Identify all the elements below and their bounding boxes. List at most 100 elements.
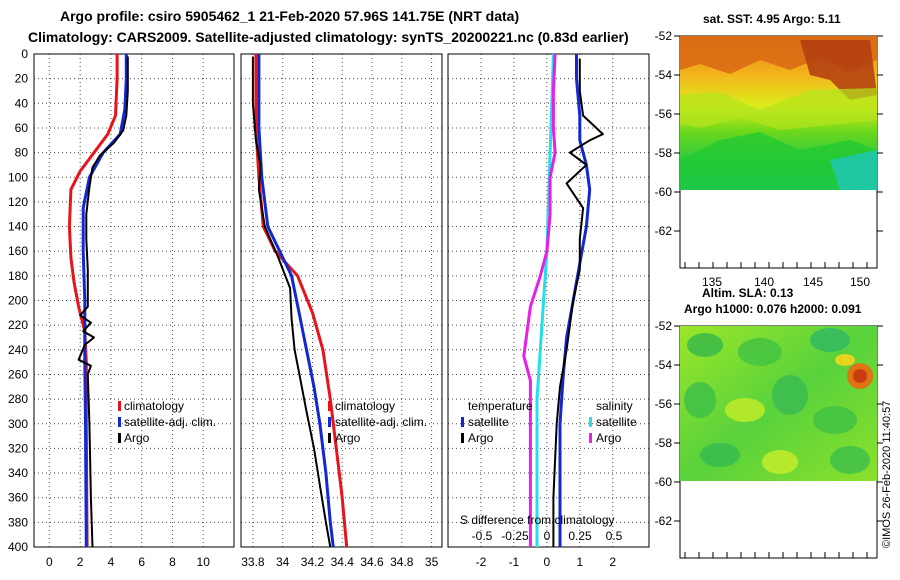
legend-title-salinity: salinity [596, 399, 633, 413]
map-y-tick-label: -62 [655, 224, 673, 238]
x2-tick-label: 0.5 [606, 529, 623, 543]
sla-map-title-2: Argo h1000: 0.076 h2000: 0.091 [684, 302, 862, 316]
x2-tick-label: -0.25 [501, 529, 529, 543]
map-y-tick-label: -60 [655, 475, 673, 489]
y-tick-label: 300 [8, 417, 28, 431]
series-line-salinity-2 [251, 56, 332, 548]
legend-label-climatology: climatology [124, 399, 184, 413]
x-tick-label: -2 [476, 555, 487, 569]
x-tick-label: 34 [276, 555, 290, 569]
x-tick-label: 6 [138, 555, 145, 569]
map-y-tick-label: -54 [655, 68, 673, 82]
legend-label-satellite: satellite-adj. clim. [124, 415, 216, 429]
legend-swatch-t-satellite [461, 417, 464, 427]
series-line-temperature-1 [81, 54, 128, 548]
legend-swatch-satellite [118, 417, 121, 427]
difference-legend-salinity: salinity satellite Argo [589, 399, 637, 445]
salinity-legend: climatology satellite-adj. clim. Argo [328, 399, 427, 445]
sla-map-title-1: Altim. SLA: 0.13 [702, 286, 794, 300]
y-tick-label: 60 [15, 121, 29, 135]
legend-label-argo: Argo [124, 431, 150, 445]
y-tick-label: 320 [8, 441, 28, 455]
y-tick-label: 340 [8, 466, 28, 480]
legend-swatch-climatology [328, 401, 331, 411]
credit-text: ©IMOS 26-Feb-2020 11:40:57 [881, 401, 893, 548]
map-y-tick-label: -60 [655, 185, 673, 199]
map-y-tick-label: -54 [655, 358, 673, 372]
s-difference-axis-label: S difference from climatology [460, 513, 615, 527]
legend-label-argo: Argo [335, 431, 361, 445]
legend-swatch-satellite [328, 417, 331, 427]
map-x-tick-label: 140 [754, 275, 774, 289]
x-tick-label: 34.4 [331, 555, 355, 569]
series-line-difference-2 [535, 53, 555, 547]
series-line-temperature-2 [77, 56, 129, 548]
y-tick-label: 100 [8, 170, 28, 184]
x-tick-label: 33.8 [241, 555, 265, 569]
y-tick-label: 140 [8, 220, 28, 234]
title-line-2: Climatology: CARS2009. Satellite-adjuste… [28, 29, 629, 45]
title-line-1: Argo profile: csiro 5905462_1 21-Feb-202… [60, 8, 519, 24]
y-tick-label: 180 [8, 269, 28, 283]
legend-label-t-satellite: satellite [468, 415, 509, 429]
grid-layer [34, 53, 649, 548]
legend-swatch-argo [328, 433, 331, 443]
y-tick-label: 240 [8, 343, 28, 357]
x-tick-label: -1 [509, 555, 520, 569]
map-x-tick-label: 145 [803, 275, 823, 289]
y-tick-label: 260 [8, 367, 28, 381]
series-line-salinity-1 [257, 54, 335, 548]
legend-label-s-argo: Argo [596, 431, 622, 445]
y-tick-label: 400 [8, 540, 28, 554]
map-y-tick-label: -56 [655, 397, 673, 411]
secondary-x-ticks: -0.5 -0.25 0 0.25 0.5 [472, 529, 623, 543]
x-tick-label: 4 [108, 555, 115, 569]
y-tick-label: 360 [8, 491, 28, 505]
legend-swatch-s-satellite [589, 417, 592, 427]
sla-map-image [680, 326, 877, 481]
series-layer [67, 53, 604, 548]
sst-map-ticks: -52 -54 -56 -58 -60 -62 135 140 145 150 [655, 29, 883, 289]
series-line-temperature-0 [67, 54, 119, 548]
x2-tick-label: -0.5 [472, 529, 493, 543]
map-x-tick-label: 135 [702, 275, 722, 289]
series-line-difference-0 [558, 54, 592, 547]
y-tick-label: 380 [8, 515, 28, 529]
legend-swatch-climatology [118, 401, 121, 411]
map-y-tick-label: -52 [655, 29, 673, 43]
series-line-difference-3 [522, 53, 557, 547]
sst-map-title: sat. SST: 4.95 Argo: 5.11 [703, 12, 841, 26]
tick-label-layer: 0204060801001201401601802002202402602803… [8, 47, 616, 569]
sla-map-ticks: -52 -54 -56 -58 -60 -62 [655, 319, 883, 558]
x2-tick-label: 0 [544, 529, 551, 543]
temperature-legend: climatology satellite-adj. clim. Argo [118, 399, 216, 445]
map-y-tick-label: -58 [655, 436, 673, 450]
difference-legend-temperature: temperature satellite Argo [461, 399, 533, 445]
x-tick-label: 2 [609, 555, 616, 569]
y-tick-label: 0 [21, 47, 28, 61]
x-tick-label: 34.8 [390, 555, 414, 569]
x-tick-label: 1 [576, 555, 583, 569]
legend-label-satellite: satellite-adj. clim. [335, 415, 427, 429]
y-tick-label: 280 [8, 392, 28, 406]
x-tick-label: 8 [169, 555, 176, 569]
y-tick-label: 220 [8, 318, 28, 332]
x-tick-label: 34.2 [301, 555, 325, 569]
legend-swatch-t-argo [461, 433, 464, 443]
legend-label-t-argo: Argo [468, 431, 494, 445]
map-y-tick-label: -56 [655, 107, 673, 121]
series-line-difference-1 [552, 58, 604, 547]
sst-map [679, 35, 878, 269]
legend-swatch-argo [118, 433, 121, 443]
x2-tick-label: 0.25 [568, 529, 592, 543]
y-tick-label: 200 [8, 294, 28, 308]
y-tick-label: 160 [8, 244, 28, 258]
x-tick-label: 34.6 [360, 555, 384, 569]
y-tick-label: 40 [15, 96, 29, 110]
legend-label-climatology: climatology [335, 399, 395, 413]
sla-map [679, 325, 878, 559]
legend-label-s-satellite: satellite [596, 415, 637, 429]
x-tick-label: 10 [197, 555, 211, 569]
map-y-tick-label: -58 [655, 146, 673, 160]
